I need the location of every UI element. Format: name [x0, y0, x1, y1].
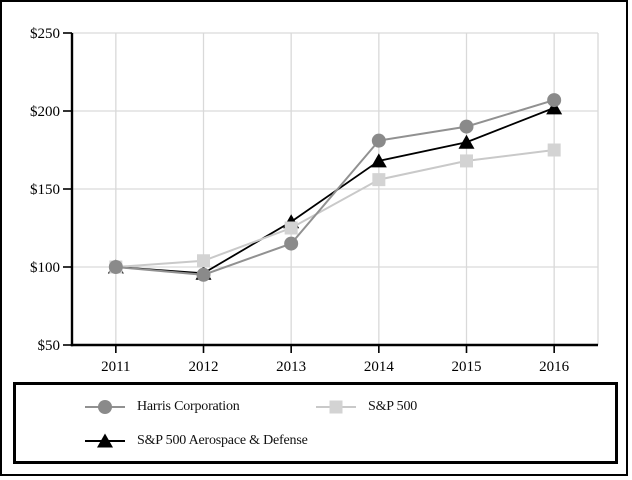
sp500-square-marker-icon	[316, 400, 356, 414]
legend-label-sp500-aerospace-defense: S&P 500 Aerospace & Defense	[137, 433, 308, 448]
data-point-s0-2013	[284, 236, 299, 251]
data-point-s1-2012	[197, 254, 210, 268]
line-chart-area: $50 $100 $150 $200 $250 2011 2012 2013 2014 2015 2…	[30, 26, 599, 375]
x-axis-label: 2014	[364, 359, 395, 375]
legend-item-harris-corporation: Harris Corporation	[85, 399, 240, 415]
data-point-s1-2013	[284, 221, 298, 235]
x-axis-label: 2016	[539, 359, 570, 375]
data-point-s0-2012	[196, 267, 211, 282]
data-point-s0-2016	[547, 93, 562, 108]
data-point-s2-2014	[370, 153, 387, 168]
x-axis-label: 2011	[101, 359, 130, 375]
data-point-s0-2011	[108, 260, 123, 274]
sp500-aerospace-defense-triangle-marker-icon	[85, 433, 125, 448]
y-axis-label: $250	[30, 26, 60, 42]
data-point-s2-2015	[458, 134, 475, 149]
data-point-s2-2016	[546, 100, 563, 115]
x-axis-label: 2013	[276, 359, 306, 375]
legend-item-sp500-aerospace-defense: S&P 500 Aerospace & Defense	[85, 433, 308, 449]
data-point-s1-2014	[372, 173, 386, 187]
chart-legend: Harris Corporation S&P 500 S&P 500 Aeros…	[13, 382, 618, 464]
x-axis-label: 2015	[452, 359, 482, 375]
legend-swatch-marker	[98, 400, 112, 414]
y-axis-label: $100	[30, 260, 60, 276]
data-point-s0-2015	[459, 119, 474, 134]
series-line-1	[115, 149, 555, 268]
series-line-2	[115, 107, 555, 275]
series-line-0	[115, 99, 555, 276]
legend-swatch-marker	[329, 400, 343, 414]
cumulative-total-return-line-chart: $50 $100 $150 $200 $250 2011 2012 2013 2014 2015 2…	[30, 26, 599, 375]
data-point-s1-2015	[460, 154, 473, 168]
y-axis-label: $200	[30, 104, 60, 120]
data-point-s1-2016	[547, 143, 561, 157]
y-axis-label: $50	[38, 338, 61, 354]
legend-item-sp500: S&P 500	[316, 399, 417, 415]
harris-corporation-circle-marker-icon	[85, 400, 125, 414]
x-axis-label: 2012	[189, 359, 219, 375]
data-point-s0-2014	[371, 133, 386, 148]
legend-swatch-marker	[97, 433, 113, 448]
y-axis-label: $150	[30, 182, 60, 198]
legend-label-harris-corporation: Harris Corporation	[137, 399, 240, 414]
legend-label-sp500: S&P 500	[368, 399, 418, 414]
